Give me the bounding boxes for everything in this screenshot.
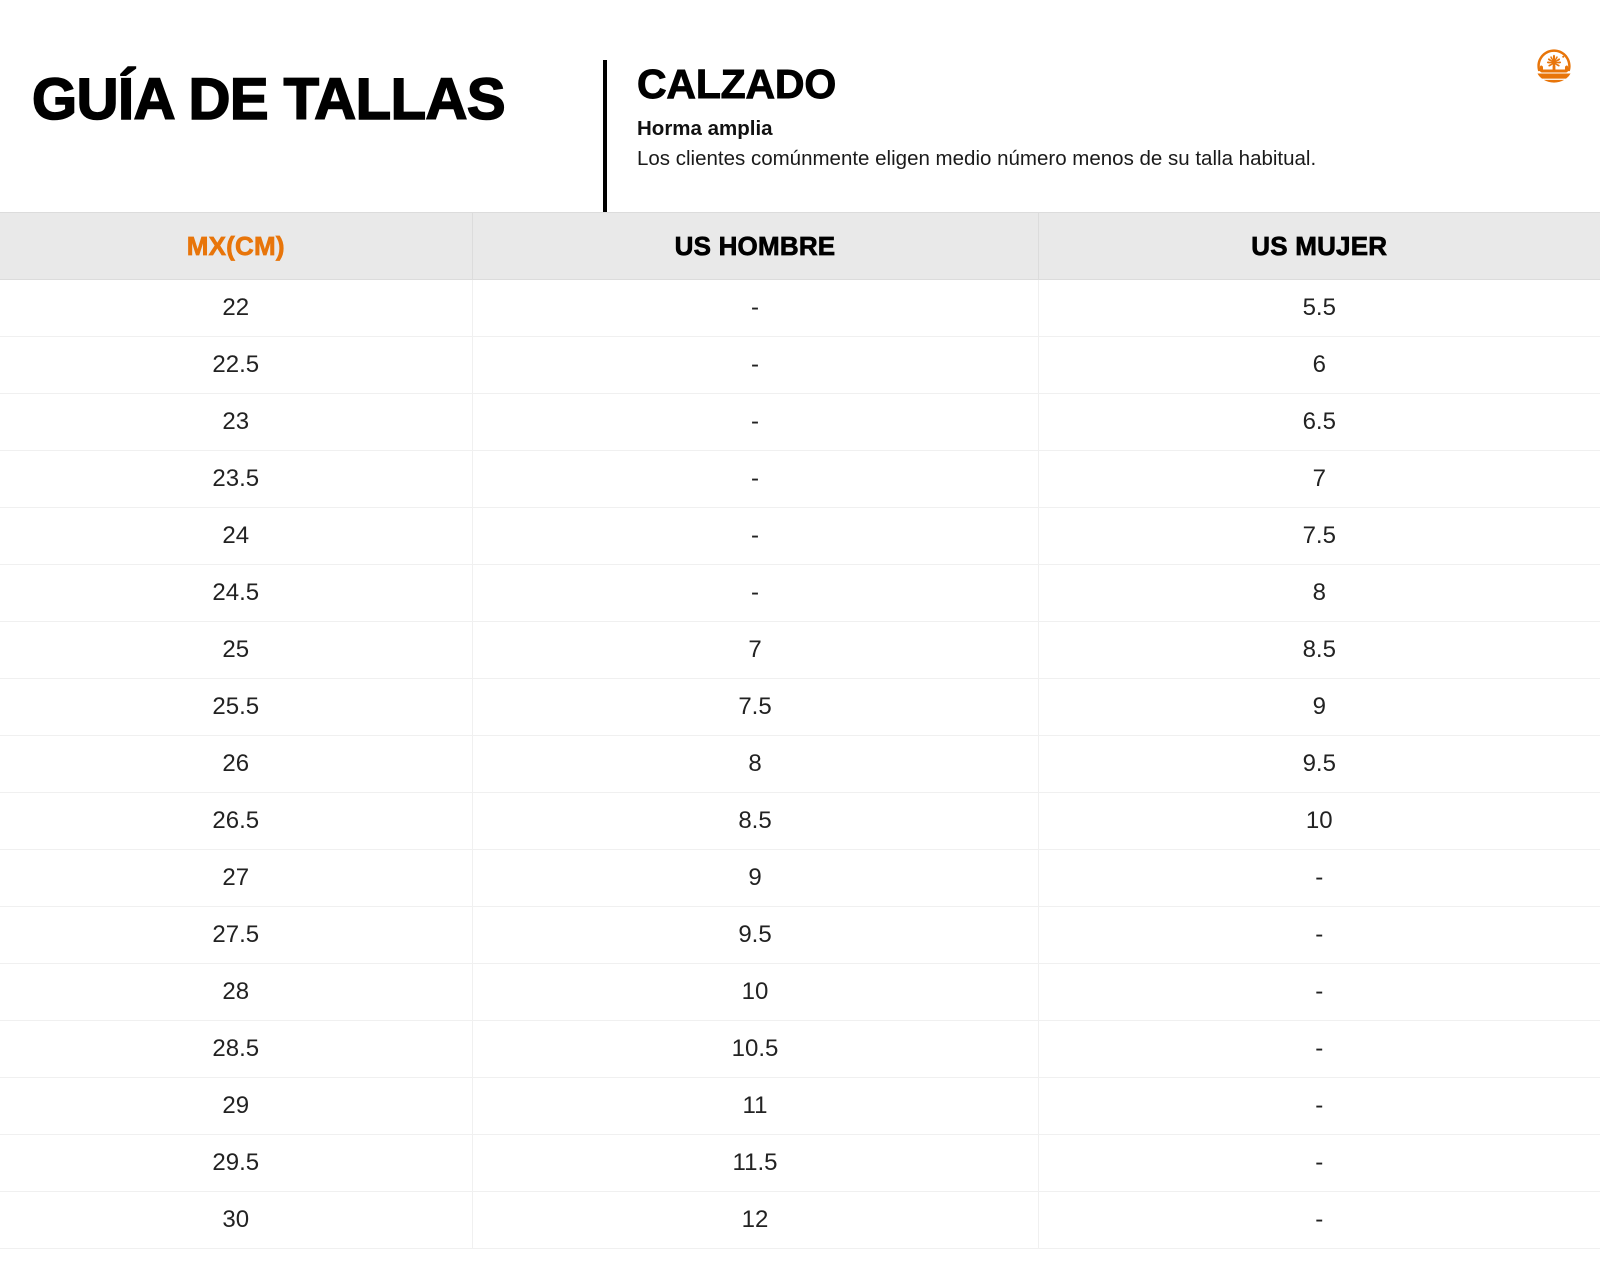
page-title: GUÍA DE TALLAS <box>31 67 506 132</box>
cell-women: 9.5 <box>1038 735 1600 793</box>
table-row: 26.5 8.5 10 <box>0 792 1600 850</box>
table-row: 29.5 11.5- <box>0 1134 1600 1192</box>
table-row: 26 8 9.5 <box>0 735 1600 793</box>
cell-women: - <box>1038 1020 1600 1078</box>
cell-mx: 25.5 <box>0 678 473 736</box>
cell-women: - <box>1038 849 1600 907</box>
cell-men: 9 <box>472 849 1039 907</box>
cell-mx: 22.5 <box>0 336 473 394</box>
cell-mx: 26.5 <box>0 792 473 850</box>
cell-women: 7 <box>1038 450 1600 508</box>
cell-men: - <box>472 336 1039 394</box>
table-row: 28.5 10.5- <box>0 1020 1600 1078</box>
page-header: GUÍA DE TALLAS CALZADO Horma amplia Los … <box>0 0 1600 212</box>
cell-women: 6 <box>1038 336 1600 394</box>
cell-mx: 23.5 <box>0 450 473 508</box>
size-chart-header: MX(CM) US HOMBRE US MUJER <box>0 212 1600 280</box>
cell-men: - <box>472 564 1039 622</box>
cell-men: 9.5 <box>472 906 1039 964</box>
table-row: 29 11- <box>0 1077 1600 1135</box>
table-row: 28 10- <box>0 963 1600 1021</box>
size-chart-body: 22-5.5 22.5-6 23-6.5 23.5-7 24-7.5 24.5-8 25 7 8… <box>0 279 1600 1249</box>
cell-men: - <box>472 393 1039 451</box>
column-header-us-hombre: US HOMBRE <box>472 212 1039 280</box>
table-row: 30 12- <box>0 1191 1600 1249</box>
cell-women: 5.5 <box>1038 279 1600 337</box>
cell-men: - <box>472 450 1039 508</box>
cell-women: 8.5 <box>1038 621 1600 679</box>
cell-men: 8 <box>472 735 1039 793</box>
timberland-tree-logo-icon <box>1526 38 1582 94</box>
cell-women: - <box>1038 963 1600 1021</box>
cell-women: 9 <box>1038 678 1600 736</box>
table-row: 23.5-7 <box>0 450 1600 508</box>
header-vertical-divider <box>603 60 607 212</box>
table-row: 24.5-8 <box>0 564 1600 622</box>
cell-men: 11.5 <box>472 1134 1039 1192</box>
cell-men: 7 <box>472 621 1039 679</box>
table-row: 27.5 9.5- <box>0 906 1600 964</box>
table-row: 22-5.5 <box>0 279 1600 337</box>
cell-men: - <box>472 279 1039 337</box>
table-header-row: MX(CM) US HOMBRE US MUJER <box>0 212 1600 280</box>
cell-women: 7.5 <box>1038 507 1600 565</box>
cell-mx: 29 <box>0 1077 473 1135</box>
table-row: 22.5-6 <box>0 336 1600 394</box>
table-row: 27 9- <box>0 849 1600 907</box>
cell-mx: 27 <box>0 849 473 907</box>
cell-mx: 25 <box>0 621 473 679</box>
cell-mx: 22 <box>0 279 473 337</box>
cell-women: 8 <box>1038 564 1600 622</box>
cell-men: 10.5 <box>472 1020 1039 1078</box>
table-row: 25.5 7.5 9 <box>0 678 1600 736</box>
cell-mx: 24.5 <box>0 564 473 622</box>
cell-women: - <box>1038 906 1600 964</box>
cell-men: 11 <box>472 1077 1039 1135</box>
table-row: 24-7.5 <box>0 507 1600 565</box>
cell-men: 8.5 <box>472 792 1039 850</box>
cell-mx: 24 <box>0 507 473 565</box>
cell-women: - <box>1038 1077 1600 1135</box>
cell-men: 12 <box>472 1191 1039 1249</box>
column-header-mx-cm: MX(CM) <box>0 212 473 280</box>
fit-description: Los clientes comúnmente eligen medio núm… <box>637 146 1317 170</box>
size-chart-table: MX(CM) US HOMBRE US MUJER 22-5.5 22.5-6 23… <box>0 212 1600 1249</box>
header-info-block: CALZADO Horma amplia Los clientes comúnm… <box>637 61 1420 173</box>
table-row: 25 7 8.5 <box>0 621 1600 679</box>
cell-women: - <box>1038 1134 1600 1192</box>
cell-mx: 27.5 <box>0 906 473 964</box>
cell-men: - <box>472 507 1039 565</box>
cell-mx: 28.5 <box>0 1020 473 1078</box>
fit-name-label: Horma amplia <box>637 117 773 141</box>
cell-mx: 28 <box>0 963 473 1021</box>
cell-men: 10 <box>472 963 1039 1021</box>
cell-men: 7.5 <box>472 678 1039 736</box>
cell-women: 6.5 <box>1038 393 1600 451</box>
cell-mx: 26 <box>0 735 473 793</box>
category-title: CALZADO <box>637 61 837 107</box>
table-row: 23-6.5 <box>0 393 1600 451</box>
cell-women: 10 <box>1038 792 1600 850</box>
column-header-us-mujer: US MUJER <box>1038 212 1600 280</box>
cell-mx: 23 <box>0 393 473 451</box>
cell-women: - <box>1038 1191 1600 1249</box>
cell-mx: 30 <box>0 1191 473 1249</box>
cell-mx: 29.5 <box>0 1134 473 1192</box>
